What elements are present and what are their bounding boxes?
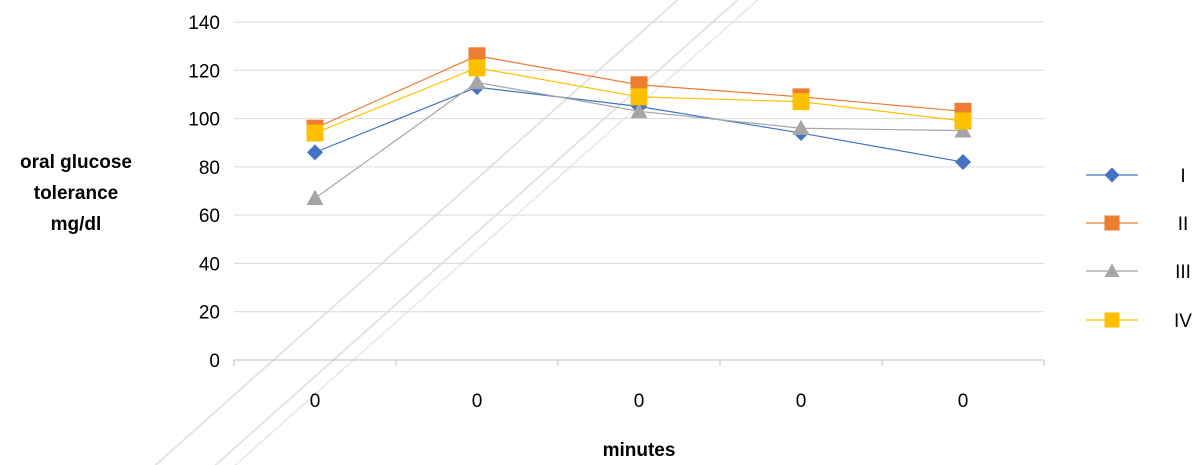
legend-label-IV: IV — [1174, 311, 1192, 332]
y-axis-title-line-3: mg/dl — [51, 214, 102, 235]
x-tick-label-1: 0 — [472, 391, 483, 412]
x-tick-label-4: 0 — [958, 391, 969, 412]
y-tick-label-120: 120 — [188, 61, 220, 82]
x-tick-label-0: 0 — [310, 391, 321, 412]
y-tick-label-20: 20 — [199, 303, 220, 324]
legend-entry-II: II — [1086, 214, 1188, 235]
legend-entry-IV: IV — [1086, 311, 1192, 332]
watermark-band-2 — [234, 0, 760, 465]
data-point-IV-0 — [306, 124, 324, 142]
x-tick-labels: 0 0 0 0 0 — [310, 391, 969, 412]
data-point-IV-3 — [792, 93, 810, 111]
legend-entry-I: I — [1086, 166, 1186, 187]
y-tick-label-0: 0 — [209, 351, 220, 372]
y-tick-label-140: 140 — [188, 13, 220, 34]
y-tick-label-80: 80 — [199, 158, 220, 179]
data-point-IV-4 — [954, 112, 972, 130]
legend-marker-I — [1104, 167, 1120, 183]
data-point-III-4 — [954, 122, 972, 138]
y-tick-label-100: 100 — [188, 110, 220, 131]
legend-label-II: II — [1178, 214, 1189, 235]
data-point-III-3 — [792, 119, 810, 136]
x-axis-title: minutes — [603, 440, 676, 461]
data-point-IV-1 — [468, 59, 486, 77]
y-tick-labels: 0 20 40 60 80 100 120 140 — [188, 13, 220, 372]
data-point-III-0 — [306, 189, 324, 206]
y-tick-label-40: 40 — [199, 254, 220, 275]
x-tick-label-3: 0 — [796, 391, 807, 412]
y-axis-title-line-1: oral glucose — [20, 152, 132, 173]
data-point-III-1 — [468, 73, 486, 90]
legend-marker-IV — [1104, 312, 1120, 328]
legend-label-III: III — [1175, 262, 1191, 283]
legend-entry-III: III — [1086, 262, 1191, 283]
legend-marker-II — [1104, 215, 1120, 231]
watermark-band-1 — [154, 0, 740, 465]
data-point-IV-2 — [630, 88, 648, 106]
y-axis-title-line-2: tolerance — [34, 183, 118, 204]
y-tick-label-60: 60 — [199, 206, 220, 227]
watermark-under-review — [154, 0, 760, 465]
series-group — [306, 47, 972, 206]
data-point-I-4 — [955, 154, 971, 171]
series-III — [306, 73, 972, 206]
legend-label-I: I — [1180, 166, 1185, 187]
data-point-I-0 — [307, 144, 323, 161]
series-IV — [306, 59, 972, 142]
gridlines — [234, 21, 1044, 313]
axes — [233, 359, 1045, 366]
legend-marker-III — [1104, 263, 1120, 277]
data-point-III-2 — [630, 102, 648, 119]
x-tick-label-2: 0 — [634, 391, 645, 412]
